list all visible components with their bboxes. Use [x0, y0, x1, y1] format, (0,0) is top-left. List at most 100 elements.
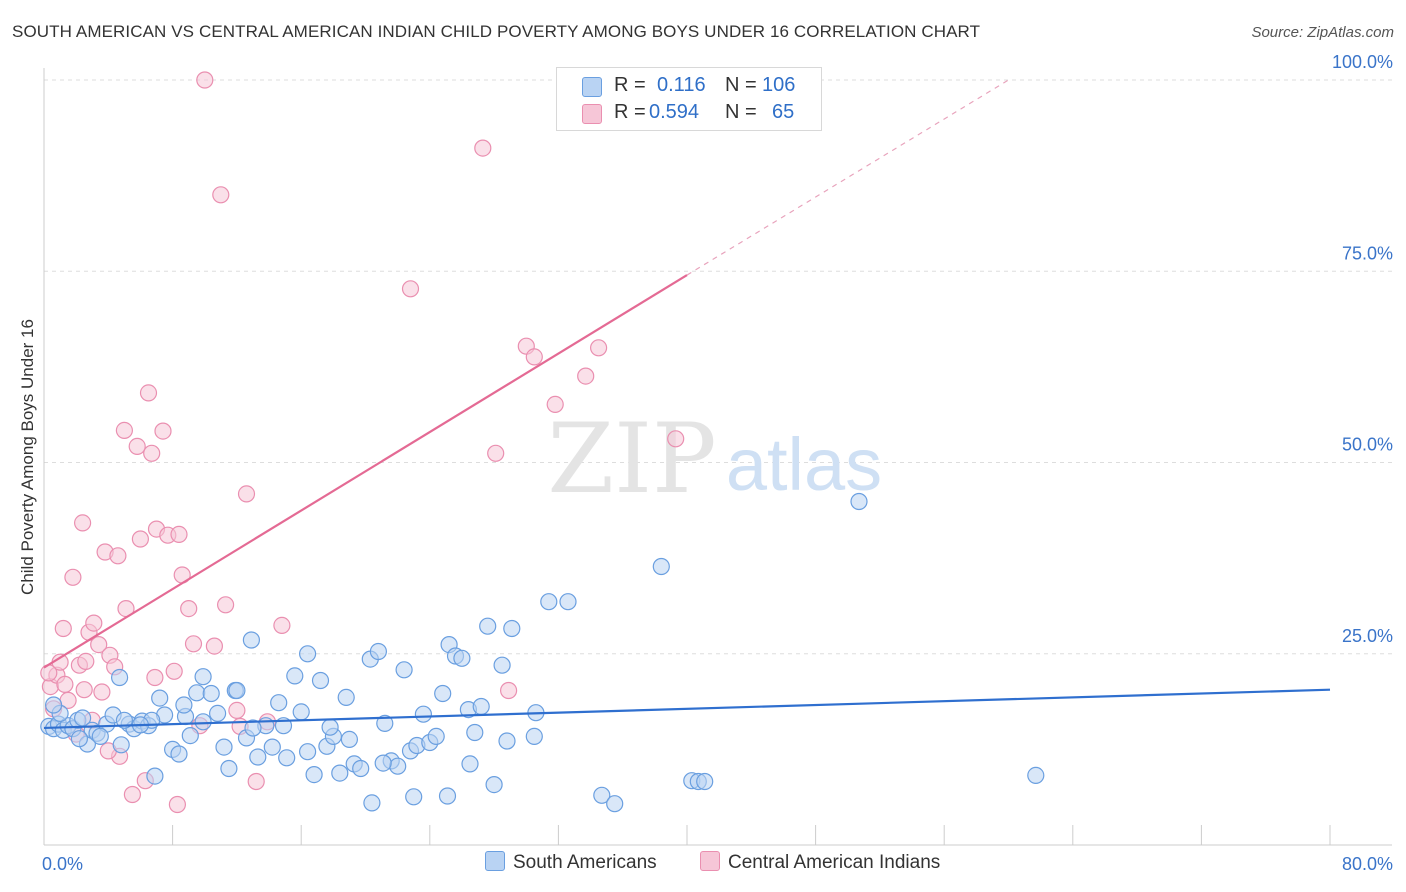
- pink-data-point: [170, 525, 188, 544]
- y-axis-label: Child Poverty Among Boys Under 16: [18, 319, 37, 595]
- blue-data-point: [286, 667, 304, 685]
- blue-data-point: [395, 661, 413, 679]
- pink-data-point: [131, 530, 149, 548]
- blue-n-label: N =: [725, 74, 757, 96]
- pink-data-point: [247, 772, 265, 791]
- pink-data-point: [115, 421, 134, 439]
- legend-blue-swatch: [485, 851, 505, 871]
- blue-data-point: [438, 787, 457, 805]
- blue-data-point: [340, 730, 358, 749]
- blue-data-point: [389, 757, 407, 775]
- blue-data-point: [485, 775, 503, 794]
- pink-data-point: [273, 616, 291, 635]
- pink-data-point: [56, 675, 74, 694]
- blue-data-point: [115, 711, 134, 729]
- blue-data-point: [479, 617, 497, 635]
- blue-trend-line: [43, 688, 1331, 730]
- blue-data-point: [466, 723, 484, 742]
- stats-row-blue: R = 0.116 N = 106: [557, 74, 821, 102]
- pink-n-value: 65: [772, 101, 795, 123]
- blue-data-point: [263, 738, 281, 756]
- blue-data-point: [91, 727, 109, 746]
- pink-data-point: [525, 348, 543, 366]
- pink-data-point: [73, 514, 92, 532]
- pink-data-point: [109, 547, 127, 565]
- y-tick-label: 75.0%: [1342, 243, 1393, 263]
- chart-title: SOUTH AMERICAN VS CENTRAL AMERICAN INDIA…: [12, 22, 981, 41]
- blue-data-point: [593, 786, 611, 804]
- blue-data-point: [453, 649, 471, 667]
- pink-data-point: [401, 280, 420, 298]
- pink-data-point: [139, 384, 158, 402]
- pink-n-label: N =: [725, 101, 757, 123]
- legend-pink-swatch: [700, 851, 720, 871]
- blue-data-point: [525, 727, 543, 746]
- blue-data-point: [44, 696, 63, 714]
- blue-data-point: [299, 743, 317, 761]
- correlation-stats-box: R = 0.116 N = 106 R = 0.594 N = 65: [556, 67, 822, 131]
- axes: [43, 68, 1392, 846]
- pink-data-point: [474, 139, 492, 157]
- pink-data-point: [546, 395, 564, 413]
- blue-data-point: [278, 749, 296, 767]
- blue-swatch: [582, 77, 602, 97]
- blue-data-point: [503, 619, 521, 638]
- blue-data-point: [369, 642, 387, 661]
- blue-data-point: [559, 593, 577, 611]
- pink-data-point: [123, 785, 141, 804]
- blue-data-point: [228, 681, 246, 700]
- blue-data-point: [540, 593, 558, 611]
- pink-data-point: [165, 662, 183, 680]
- pink-data-point: [77, 652, 95, 671]
- pink-data-point: [64, 568, 82, 586]
- pink-data-point: [128, 437, 146, 455]
- pink-data-point: [40, 664, 58, 682]
- blue-data-point: [414, 705, 432, 723]
- pink-r-value: 0.594: [649, 101, 700, 123]
- blue-data-point: [606, 795, 624, 813]
- pink-data-point: [667, 430, 685, 448]
- x-tick-label-max: 80.0%: [1342, 854, 1393, 874]
- blue-data-point: [146, 767, 164, 785]
- blue-n-value: 106: [762, 74, 796, 96]
- pink-data-point: [75, 681, 93, 699]
- blue-r-value: 0.116: [657, 74, 706, 96]
- blue-data-point: [405, 788, 423, 806]
- blue-data-point: [170, 745, 188, 763]
- pink-swatch: [582, 104, 602, 124]
- blue-data-point: [292, 703, 310, 721]
- pink-data-point: [54, 619, 72, 638]
- blue-data-point: [244, 719, 262, 737]
- stats-row-pink: R = 0.594 N = 65: [557, 101, 821, 129]
- blue-data-point: [305, 765, 323, 784]
- blue-data-point: [181, 726, 199, 745]
- blue-data-point: [112, 736, 130, 754]
- pink-data-point: [184, 635, 203, 653]
- watermark: ZIP atlas: [547, 403, 882, 515]
- blue-data-point: [321, 718, 339, 736]
- x-tick-label-min: 0.0%: [42, 854, 83, 874]
- pink-data-point: [85, 614, 103, 632]
- blue-data-point: [209, 704, 227, 723]
- blue-data-point: [188, 684, 206, 702]
- gridlines: [44, 79, 1392, 655]
- blue-data-point: [194, 713, 212, 731]
- blue-data-point: [374, 754, 392, 772]
- pink-data-point: [196, 71, 214, 89]
- pink-data-point: [205, 637, 223, 655]
- pink-data-point: [500, 681, 518, 700]
- blue-data-point: [472, 697, 490, 716]
- blue-data-point: [652, 557, 670, 576]
- legend-blue-label: South Americans: [513, 852, 657, 873]
- y-tick-label: 25.0%: [1342, 626, 1393, 646]
- blue-data-point: [461, 755, 479, 773]
- tick-labels: 25.0% 50.0% 75.0% 100.0% 0.0% 80.0%: [42, 52, 1393, 874]
- pink-data-point: [589, 339, 608, 357]
- source-credit: Source: ZipAtlas.com: [1251, 24, 1394, 41]
- trend-lines: [43, 79, 1331, 730]
- blue-data-point: [175, 696, 193, 714]
- pink-trend-extension: [686, 79, 1009, 276]
- blue-data-point: [270, 694, 288, 712]
- blue-data-point: [331, 764, 349, 782]
